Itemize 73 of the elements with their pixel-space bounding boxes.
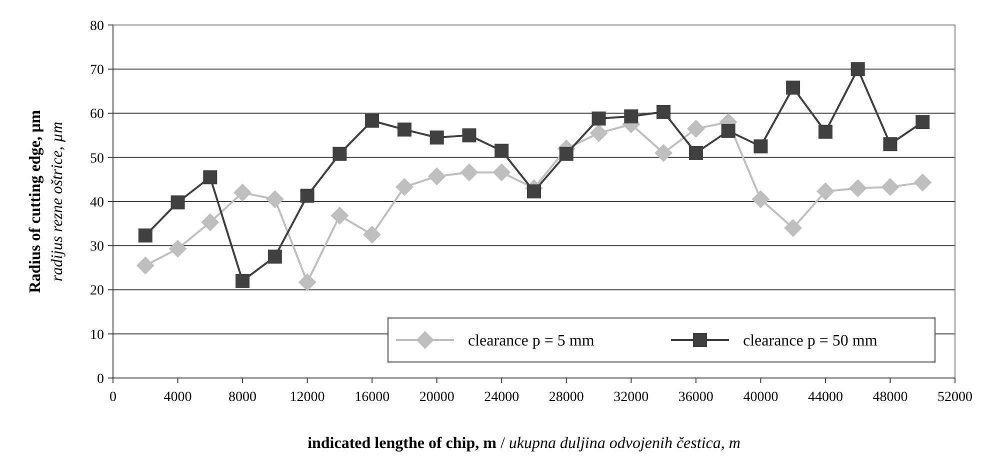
point: [330, 206, 349, 225]
x-tick-label: 24000: [484, 390, 520, 405]
point: [559, 146, 574, 161]
point: [332, 146, 347, 161]
point: [752, 190, 770, 208]
point: [136, 256, 154, 274]
point: [138, 228, 152, 242]
point: [784, 218, 802, 237]
point: [365, 114, 380, 128]
point: [590, 124, 608, 142]
x-tick-label: 52000: [938, 390, 972, 405]
x-tick-label: 8000: [228, 390, 257, 405]
x-tick-label: 40000: [743, 390, 778, 405]
point: [848, 179, 867, 198]
point: [170, 195, 185, 210]
point: [266, 190, 284, 208]
y-tick-label: 30: [90, 240, 104, 255]
point: [786, 80, 800, 95]
point: [527, 184, 541, 198]
y-tick-label: 20: [90, 284, 104, 299]
x-tick-label: 0: [110, 390, 116, 405]
x-tick-label: 20000: [419, 390, 454, 405]
point: [494, 144, 509, 158]
point: [916, 115, 930, 130]
point: [816, 182, 834, 200]
y-tick-label: 40: [90, 195, 104, 210]
point: [654, 144, 673, 162]
y-tick-label: 0: [97, 372, 104, 387]
point: [268, 250, 282, 264]
point: [883, 137, 898, 152]
x-tick-label: 48000: [872, 390, 908, 405]
point: [881, 178, 900, 196]
y-tick-label: 80: [90, 18, 104, 34]
point: [201, 213, 220, 232]
point: [754, 139, 768, 154]
point: [624, 109, 638, 124]
y-tick-label: 70: [90, 63, 104, 78]
point: [492, 163, 511, 182]
point: [428, 167, 446, 186]
point: [686, 120, 705, 138]
point: [850, 62, 865, 76]
point: [168, 240, 187, 258]
x-tick-label: 32000: [614, 390, 649, 405]
y-axis-title: Radius of cutting edge, µm radijus rezne oštrice, µm: [27, 109, 66, 293]
point: [298, 273, 316, 292]
point: [234, 184, 252, 202]
point: [395, 178, 414, 196]
point: [300, 188, 314, 203]
x-tick-label: 36000: [678, 390, 714, 405]
x-tick-label: 44000: [808, 390, 843, 405]
legend-label: clearance p = 50 mm: [743, 332, 878, 350]
y-tick-label: 50: [90, 151, 104, 166]
x-tick-label: 12000: [290, 390, 325, 405]
point: [203, 170, 218, 184]
point: [592, 112, 606, 126]
x-tick-label: 4000: [164, 390, 192, 405]
point: [363, 226, 382, 244]
point: [914, 174, 932, 192]
x-axis-title: indicated lengthe of chip, m / ukupna duljina odvojenih čestica, m: [308, 435, 740, 452]
point: [236, 274, 250, 288]
point: [818, 124, 832, 139]
x-tick-label: 16000: [354, 390, 390, 405]
point: [688, 146, 703, 160]
legend-label: clearance p = 5 mm: [468, 332, 595, 350]
point: [397, 122, 412, 137]
point: [656, 104, 671, 119]
point: [460, 163, 478, 182]
point: [462, 128, 476, 142]
y-tick-label: 10: [90, 328, 104, 343]
y-tick-label: 60: [90, 107, 104, 122]
point: [721, 124, 736, 138]
x-tick-label: 28000: [548, 390, 584, 405]
point: [430, 130, 444, 145]
